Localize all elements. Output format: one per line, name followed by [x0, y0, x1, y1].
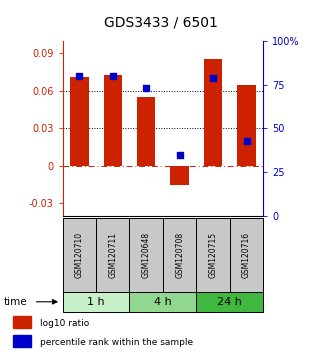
Point — [177, 152, 182, 158]
Bar — [204, 59, 222, 166]
FancyBboxPatch shape — [96, 218, 129, 292]
Text: 1 h: 1 h — [87, 297, 105, 307]
Bar — [170, 166, 189, 185]
FancyBboxPatch shape — [230, 218, 263, 292]
Text: GSM120715: GSM120715 — [209, 232, 218, 278]
FancyBboxPatch shape — [163, 218, 196, 292]
Bar — [104, 74, 122, 166]
Text: GDS3433 / 6501: GDS3433 / 6501 — [104, 16, 217, 30]
Text: 4 h: 4 h — [154, 297, 172, 307]
Text: GSM120708: GSM120708 — [175, 232, 184, 278]
Point — [143, 85, 149, 91]
Point — [110, 73, 115, 79]
Text: GSM120711: GSM120711 — [108, 232, 117, 278]
Text: 24 h: 24 h — [217, 297, 242, 307]
Text: GSM120716: GSM120716 — [242, 232, 251, 278]
Point — [244, 138, 249, 143]
Bar — [13, 335, 31, 347]
Bar — [70, 77, 89, 166]
Point — [77, 73, 82, 79]
FancyBboxPatch shape — [196, 292, 263, 312]
FancyBboxPatch shape — [63, 292, 129, 312]
Text: log10 ratio: log10 ratio — [40, 319, 90, 328]
Bar — [137, 97, 155, 166]
Text: percentile rank within the sample: percentile rank within the sample — [40, 338, 194, 347]
FancyBboxPatch shape — [63, 218, 96, 292]
Point — [211, 75, 216, 80]
FancyBboxPatch shape — [129, 218, 163, 292]
Bar — [237, 85, 256, 166]
FancyBboxPatch shape — [129, 292, 196, 312]
Text: GSM120710: GSM120710 — [75, 232, 84, 278]
Bar — [13, 316, 31, 328]
FancyBboxPatch shape — [196, 218, 230, 292]
Text: time: time — [3, 297, 27, 307]
Text: GSM120648: GSM120648 — [142, 232, 151, 278]
